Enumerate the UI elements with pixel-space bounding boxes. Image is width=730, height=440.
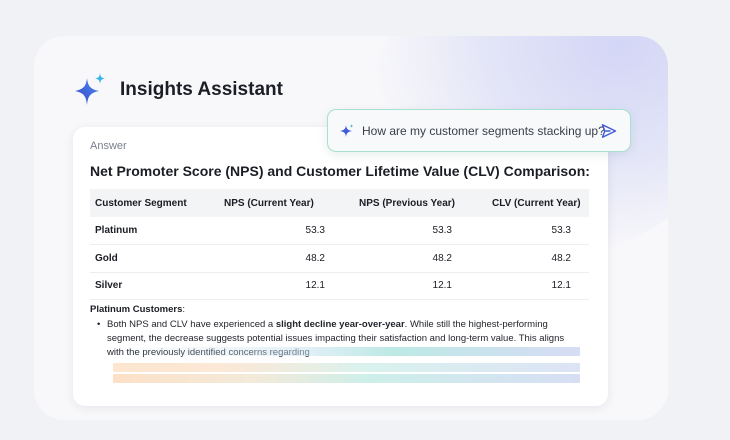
segment-cell: Silver [90, 272, 218, 300]
value-cell: 53.3 [343, 217, 470, 245]
value-cell: 12.1 [218, 272, 343, 300]
insight-title-text: Platinum Customers [90, 304, 183, 315]
bullet-dot: • [97, 319, 101, 330]
bullet-text-bold: slight decline year-over-year [275, 319, 405, 330]
sparkle-icon [340, 123, 354, 137]
insight-title-colon: : [182, 304, 186, 315]
sparkle-icon [75, 73, 105, 105]
answer-heading: Net Promoter Score (NPS) and Customer Li… [90, 163, 590, 179]
segment-cell: Gold [90, 244, 218, 273]
app-title: Insights Assistant [120, 79, 283, 100]
loading-shimmer-line [113, 374, 580, 383]
value-cell: 48.2 [218, 244, 343, 273]
value-cell: 48.2 [343, 244, 470, 273]
answer-label: Answer [90, 140, 127, 152]
segments-table: Customer Segment NPS (Current Year) NPS … [90, 189, 589, 300]
query-text: How are my customer segments stacking up… [362, 123, 605, 138]
value-cell: 53.3 [470, 217, 589, 245]
loading-shimmer-line [113, 363, 580, 372]
column-header: Customer Segment [90, 189, 218, 217]
app-header: Insights Assistant [72, 72, 283, 108]
table-row: Platinum 53.3 53.3 53.3 [90, 217, 589, 245]
send-icon[interactable] [601, 123, 617, 139]
loading-shimmer-line [113, 347, 580, 356]
table-header-row: Customer Segment NPS (Current Year) NPS … [90, 189, 589, 217]
table-row: Gold 48.2 48.2 48.2 [90, 244, 589, 273]
column-header: NPS (Current Year) [218, 189, 343, 217]
value-cell: 53.3 [218, 217, 343, 245]
query-input[interactable]: How are my customer segments stacking up… [327, 109, 631, 152]
bullet-text-1: Both NPS and CLV have experienced a [107, 319, 276, 330]
value-cell: 12.1 [343, 272, 470, 300]
answer-card: Answer Net Promoter Score (NPS) and Cust… [73, 127, 608, 406]
table-row: Silver 12.1 12.1 12.1 [90, 272, 589, 300]
value-cell: 12.1 [470, 272, 589, 300]
column-header: CLV (Current Year) [470, 189, 589, 217]
insight-title: Platinum Customers: [90, 304, 185, 315]
value-cell: 48.2 [470, 244, 589, 273]
column-header: NPS (Previous Year) [343, 189, 470, 217]
segment-cell: Platinum [90, 217, 218, 245]
